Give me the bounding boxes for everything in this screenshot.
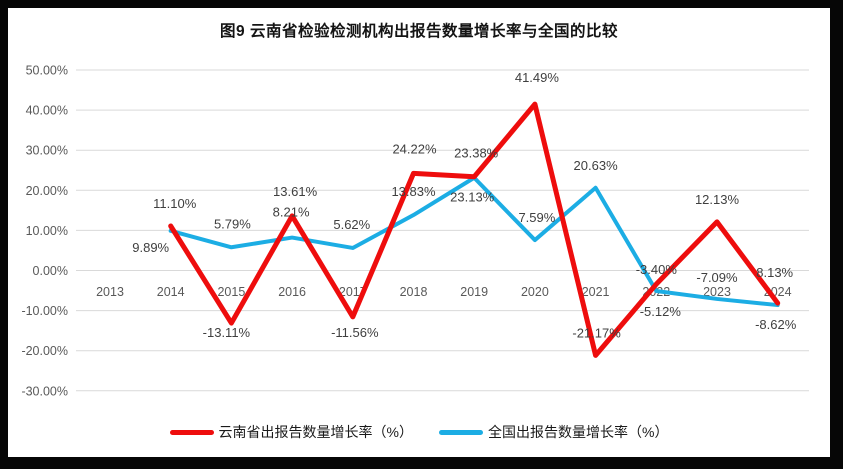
chart-panel [8, 8, 830, 457]
legend-item-yunnan: 云南省出报告数量增长率（%） [169, 422, 413, 442]
svg-text:8.13%: 8.13% [756, 265, 793, 280]
chart-title: 图9 云南省检验检测机构出报告数量增长率与全国的比较 [220, 23, 618, 40]
svg-text:-8.62%: -8.62% [755, 317, 797, 332]
svg-text:5.79%: 5.79% [214, 216, 251, 231]
svg-text:10.00%: 10.00% [26, 224, 68, 238]
svg-text:5.62%: 5.62% [333, 217, 370, 232]
svg-text:9.89%: 9.89% [132, 240, 169, 255]
legend-item-national: 全国出报告数量增长率（%） [439, 422, 668, 442]
svg-text:8.21%: 8.21% [273, 205, 310, 220]
legend-label-national: 全国出报告数量增长率（%） [488, 424, 669, 440]
svg-text:40.00%: 40.00% [26, 104, 68, 118]
svg-text:24.22%: 24.22% [392, 141, 437, 156]
svg-text:20.00%: 20.00% [26, 184, 68, 198]
svg-text:-21.17%: -21.17% [572, 325, 621, 340]
chart-legend: 云南省出报告数量增长率（%） 全国出报告数量增长率（%） [8, 422, 830, 442]
svg-text:2013: 2013 [96, 285, 124, 299]
svg-text:-11.56%: -11.56% [331, 325, 379, 340]
svg-text:-30.00%: -30.00% [21, 384, 68, 398]
svg-text:7.59%: 7.59% [518, 210, 555, 225]
svg-text:23.13%: 23.13% [450, 190, 495, 205]
legend-swatch-yunnan [169, 429, 214, 435]
svg-text:2015: 2015 [217, 285, 245, 299]
svg-text:13.83%: 13.83% [391, 184, 436, 199]
svg-text:-10.00%: -10.00% [21, 304, 68, 318]
svg-text:41.49%: 41.49% [515, 70, 560, 85]
svg-text:30.00%: 30.00% [26, 144, 68, 158]
svg-text:2019: 2019 [460, 285, 488, 299]
svg-text:2014: 2014 [157, 285, 185, 299]
svg-text:2023: 2023 [703, 285, 731, 299]
svg-text:2020: 2020 [521, 285, 549, 299]
svg-text:-13.11%: -13.11% [203, 325, 251, 340]
svg-text:11.10%: 11.10% [153, 196, 197, 211]
svg-text:20.63%: 20.63% [574, 158, 619, 173]
svg-text:12.13%: 12.13% [695, 192, 740, 207]
svg-text:50.00%: 50.00% [26, 64, 68, 78]
svg-text:0.00%: 0.00% [33, 264, 68, 278]
svg-text:2016: 2016 [278, 285, 306, 299]
svg-text:23.38%: 23.38% [454, 146, 499, 161]
svg-text:2018: 2018 [400, 285, 428, 299]
svg-text:13.61%: 13.61% [273, 184, 318, 199]
legend-label-yunnan: 云南省出报告数量增长率（%） [218, 424, 413, 440]
legend-swatch-national [439, 429, 483, 435]
svg-text:-5.12%: -5.12% [640, 304, 682, 319]
svg-text:-7.09%: -7.09% [696, 270, 738, 285]
svg-text:2021: 2021 [582, 285, 610, 299]
svg-text:-3.40%: -3.40% [636, 262, 678, 277]
svg-text:-20.00%: -20.00% [21, 344, 68, 358]
